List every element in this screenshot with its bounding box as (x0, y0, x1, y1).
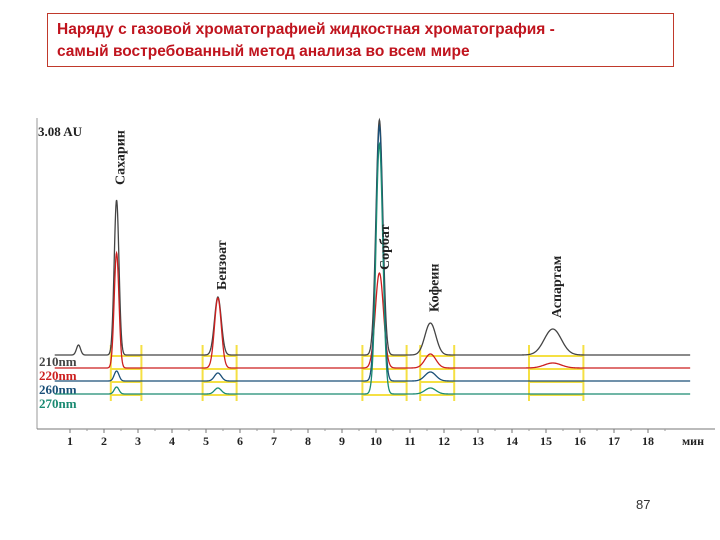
x-tick-label: 1 (67, 434, 73, 448)
x-tick-label: 2 (101, 434, 107, 448)
x-tick-label: 5 (203, 434, 209, 448)
x-tick-label: 3 (135, 434, 141, 448)
x-tick-label: 17 (608, 434, 620, 448)
x-tick-label: 10 (370, 434, 382, 448)
legend-label: 270nm (39, 396, 77, 411)
x-tick-label: 18 (642, 434, 654, 448)
peak-label: Сахарин (114, 130, 129, 185)
legend-label: 260nm (39, 382, 77, 397)
page-number: 87 (636, 497, 651, 512)
trace-260nm (54, 123, 691, 382)
trace-270nm (54, 141, 691, 395)
x-tick-label: 4 (169, 434, 175, 448)
slide-title-line2: самый востребованный метод анализа во вс… (57, 43, 470, 60)
x-tick-label: 12 (438, 434, 450, 448)
x-tick-label: 11 (404, 434, 415, 448)
x-tick-label: 15 (540, 434, 552, 448)
x-axis-label: мин (682, 434, 704, 448)
slide-title: Наряду с газовой хроматографией жидкостн… (47, 13, 674, 67)
peak-label: Кофеин (427, 264, 442, 313)
peak-label: Сорбат (378, 224, 393, 270)
peak-label: Аспартам (550, 255, 565, 318)
x-tick-label: 9 (339, 434, 345, 448)
x-tick-label: 7 (271, 434, 277, 448)
x-tick-label: 16 (574, 434, 586, 448)
peak-label: Бензоат (215, 240, 230, 290)
slide-title-line1: Наряду с газовой хроматографией жидкостн… (57, 21, 555, 38)
scale-label: 3.08 AU (38, 124, 83, 139)
x-tick-label: 14 (506, 434, 518, 448)
legend-label: 210nm (39, 354, 77, 369)
x-tick-label: 8 (305, 434, 311, 448)
legend-label: 220nm (39, 368, 77, 383)
trace-210nm (54, 117, 691, 356)
x-tick-label: 6 (237, 434, 243, 448)
x-tick-label: 13 (472, 434, 484, 448)
